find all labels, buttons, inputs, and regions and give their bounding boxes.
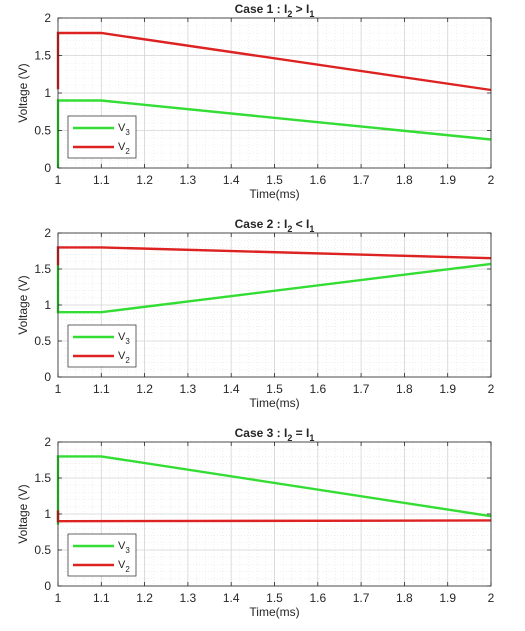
legend-label-subscript: 2 [125, 356, 130, 365]
y-tick-label: 2 [44, 435, 51, 449]
title-subscript: 1 [309, 224, 314, 234]
legend-label-text: V [118, 141, 126, 153]
y-tick-label: 1 [44, 298, 51, 312]
chart-title: Case 2 : I2 < I1 [235, 217, 315, 234]
title-subscript: 2 [287, 224, 292, 234]
y-tick-label: 1 [44, 507, 51, 521]
x-axis-label: Time(ms) [249, 187, 299, 201]
y-tick-label: 2 [44, 226, 51, 240]
x-tick-label: 1.2 [136, 591, 153, 605]
legend-label-text: V [118, 559, 126, 571]
chart-panel-2: 1 1.1 1.2 1.3 1.4 1.5 1.6 1.7 1.8 1.9 2 0 0.5 1 1.5 2 Ti… [16, 217, 495, 410]
legend-label-text: V [118, 350, 126, 362]
x-tick-label: 1.1 [93, 173, 110, 187]
x-tick-label: 1.8 [396, 591, 413, 605]
title-text: Case 3 : I [235, 426, 288, 440]
x-tick-label: 1.2 [136, 382, 153, 396]
x-tick-label: 2 [488, 591, 495, 605]
x-tick-label: 1.4 [223, 591, 240, 605]
x-tick-label: 1.3 [180, 173, 197, 187]
legend-label-subscript: 3 [125, 337, 130, 346]
y-tick-label: 0.5 [34, 334, 51, 348]
x-axis-label: Time(ms) [249, 605, 299, 619]
x-tick-label: 1.5 [266, 382, 283, 396]
y-axis-label: Voltage (V) [16, 484, 30, 543]
x-tick-label: 1.6 [309, 591, 326, 605]
y-tick-label: 0 [44, 161, 51, 175]
x-tick-label: 1.9 [439, 173, 456, 187]
x-tick-label: 1.8 [396, 382, 413, 396]
x-tick-label: 1.1 [93, 591, 110, 605]
title-subscript: 2 [287, 433, 292, 443]
title-subscript: 2 [287, 9, 292, 19]
title-text: = I [292, 426, 309, 440]
title-text: < I [292, 217, 309, 231]
x-tick-label: 1.6 [309, 173, 326, 187]
x-tick-label: 1.5 [266, 591, 283, 605]
y-tick-label: 1.5 [34, 471, 51, 485]
legend-label-subscript: 2 [125, 565, 130, 574]
x-tick-label: 1.6 [309, 382, 326, 396]
legend-label: V3 [118, 331, 130, 346]
legend-label: V2 [118, 350, 130, 365]
x-tick-label: 1 [55, 382, 62, 396]
x-tick-label: 1 [55, 173, 62, 187]
legend-box [67, 324, 137, 368]
title-subscript: 1 [309, 433, 314, 443]
y-tick-label: 1 [44, 86, 51, 100]
x-tick-label: 2 [488, 382, 495, 396]
legend-label: V3 [118, 122, 130, 137]
x-tick-label: 1.7 [353, 591, 370, 605]
x-tick-label: 1.4 [223, 382, 240, 396]
legend-label-subscript: 2 [125, 147, 130, 156]
y-tick-label: 0.5 [34, 543, 51, 557]
legend-label-subscript: 3 [125, 546, 130, 555]
x-tick-label: 1.7 [353, 382, 370, 396]
x-tick-label: 1.2 [136, 173, 153, 187]
y-axis-label: Voltage (V) [16, 275, 30, 334]
x-tick-label: 2 [488, 173, 495, 187]
legend-label-text: V [118, 540, 126, 552]
y-tick-label: 2 [44, 11, 51, 25]
x-axis-label: Time(ms) [249, 396, 299, 410]
title-text: Case 2 : I [235, 217, 288, 231]
x-tick-label: 1.1 [93, 382, 110, 396]
legend-label-text: V [118, 331, 126, 343]
chart-panel-1: 1 1.1 1.2 1.3 1.4 1.5 1.6 1.7 1.8 1.9 2 0 0.5 1 1.5 2 Ti… [16, 2, 495, 201]
y-tick-label: 0 [44, 370, 51, 384]
y-axis-label: Voltage (V) [16, 63, 30, 122]
legend-label-text: V [118, 122, 126, 134]
title-text: Case 1 : I [235, 2, 288, 16]
chart-title: Case 1 : I2 > I1 [235, 2, 315, 19]
x-tick-label: 1.8 [396, 173, 413, 187]
y-tick-label: 0 [44, 579, 51, 593]
x-tick-label: 1 [55, 591, 62, 605]
x-tick-label: 1.3 [180, 382, 197, 396]
chart-title: Case 3 : I2 = I1 [235, 426, 315, 443]
y-tick-label: 1.5 [34, 49, 51, 63]
x-tick-label: 1.3 [180, 591, 197, 605]
legend-label-subscript: 3 [125, 128, 130, 137]
y-tick-label: 1.5 [34, 262, 51, 276]
x-tick-label: 1.9 [439, 591, 456, 605]
x-tick-label: 1.9 [439, 382, 456, 396]
legend-box [67, 533, 137, 577]
legend-label: V3 [118, 540, 130, 555]
x-tick-label: 1.7 [353, 173, 370, 187]
legend-box [67, 115, 137, 159]
y-tick-label: 0.5 [34, 124, 51, 138]
legend-label: V2 [118, 141, 130, 156]
x-tick-label: 1.5 [266, 173, 283, 187]
chart-panel-3: 1 1.1 1.2 1.3 1.4 1.5 1.6 1.7 1.8 1.9 2 0 0.5 1 1.5 2 Ti… [16, 426, 495, 619]
title-subscript: 1 [309, 9, 314, 19]
x-tick-label: 1.4 [223, 173, 240, 187]
legend-label: V2 [118, 559, 130, 574]
title-text: > I [292, 2, 309, 16]
